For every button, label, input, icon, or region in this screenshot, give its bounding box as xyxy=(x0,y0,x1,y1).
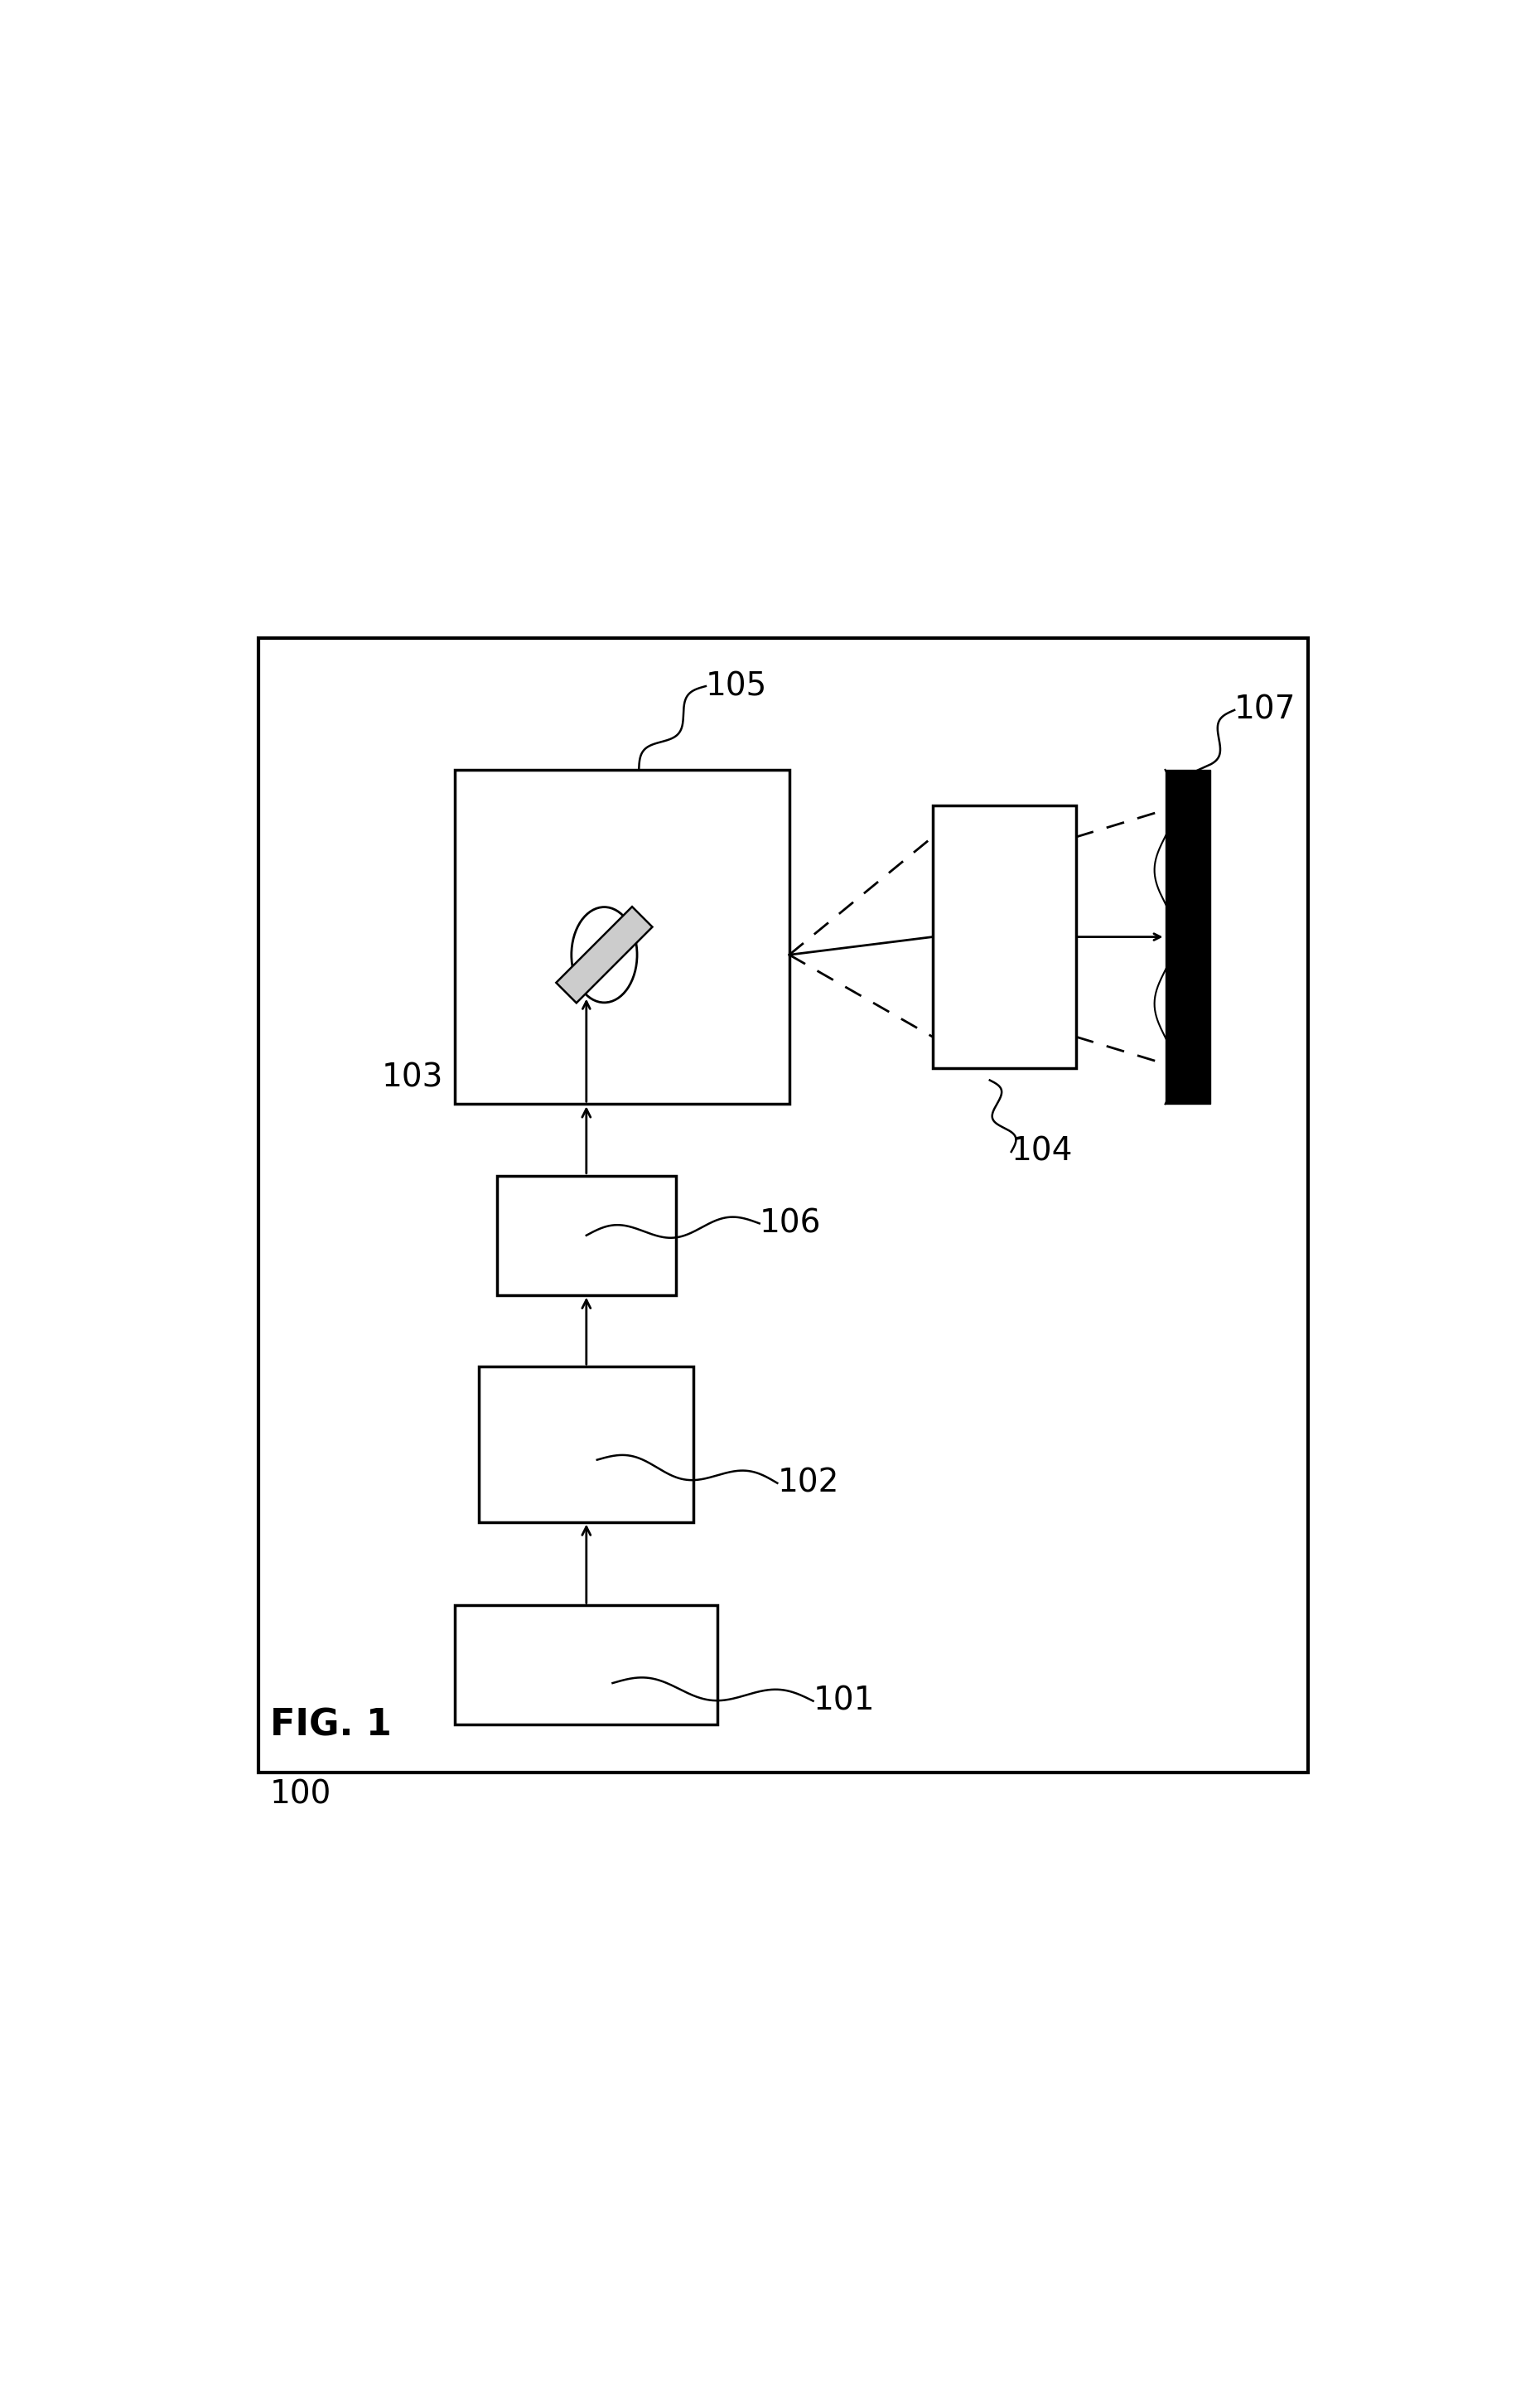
Text: FIG. 1: FIG. 1 xyxy=(270,1708,391,1742)
Bar xyxy=(456,770,790,1104)
Polygon shape xyxy=(556,907,653,1003)
Text: 107: 107 xyxy=(1235,693,1297,727)
Text: 106: 106 xyxy=(759,1207,821,1240)
Bar xyxy=(259,638,1309,1773)
Text: 105: 105 xyxy=(705,669,767,703)
Ellipse shape xyxy=(571,907,638,1003)
Text: 103: 103 xyxy=(382,1063,444,1094)
Text: 104: 104 xyxy=(1012,1137,1073,1168)
Text: 100: 100 xyxy=(270,1778,331,1811)
Bar xyxy=(479,1367,693,1521)
Bar xyxy=(1166,770,1210,1104)
Bar xyxy=(456,1605,718,1725)
Text: 101: 101 xyxy=(813,1684,875,1718)
Text: 102: 102 xyxy=(778,1468,839,1499)
Bar xyxy=(933,806,1075,1068)
Bar xyxy=(497,1176,676,1295)
